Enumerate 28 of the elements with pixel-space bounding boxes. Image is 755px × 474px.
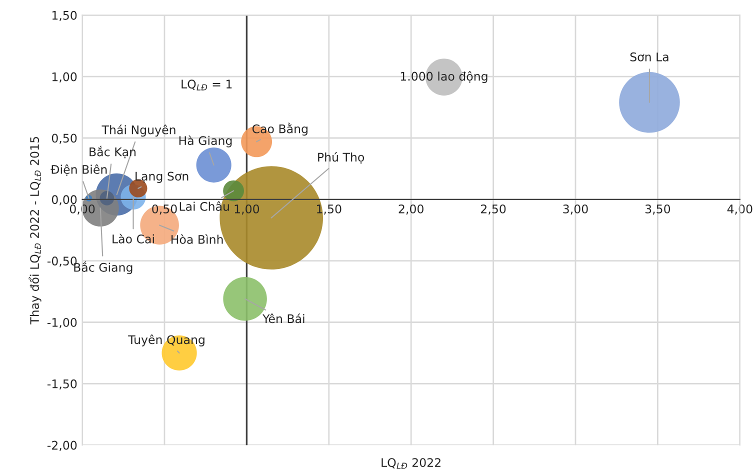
y-tick-label: -2,00 xyxy=(47,440,77,451)
series-label: Lạng Sơn xyxy=(136,172,188,183)
series-label: Sơn La xyxy=(630,52,668,62)
text: Điện Biên xyxy=(50,164,107,176)
text: Bắc Kạn xyxy=(90,146,136,158)
text: Lào Cai xyxy=(112,234,154,244)
series-label: Yên Bái xyxy=(262,314,304,324)
series-label: Hà Giang xyxy=(179,135,232,148)
x-tick-label: 1,00 xyxy=(234,204,260,215)
series-label: Hòa Bình xyxy=(172,234,223,244)
x-tick-label: 4,00 xyxy=(727,204,752,215)
text: Thái Nguyên xyxy=(102,124,176,137)
ref-line-label: LQ$_{LĐ}$ = 1 xyxy=(182,80,232,90)
y-tick-label: -1,00 xyxy=(47,318,77,328)
x-tick-label: 2,00 xyxy=(398,204,424,215)
y-tick-label: 0,00 xyxy=(52,195,77,206)
legend-label: 1.000 lao động xyxy=(400,71,488,84)
x-tick-label: 2,50 xyxy=(481,204,506,215)
y-tick-label: 1,00 xyxy=(52,72,77,82)
x-axis-title: LQ$_{LĐ}$ 2022 xyxy=(382,458,440,469)
x-tick-label: 0,00 xyxy=(70,204,95,215)
y-tick-label: 1,50 xyxy=(52,10,77,22)
y-tick-label: -1,50 xyxy=(47,379,77,390)
x-tick-label: 3,50 xyxy=(645,204,670,215)
series-label: Phú Thọ xyxy=(318,152,364,164)
x-tick-label: 3,00 xyxy=(563,204,588,215)
y-tick-label: 0,50 xyxy=(52,134,77,144)
y-axis-title: Thay đổi LQ$_{LĐ}$ 2022 - LQ$_{LĐ}$ 2015 xyxy=(28,136,42,324)
